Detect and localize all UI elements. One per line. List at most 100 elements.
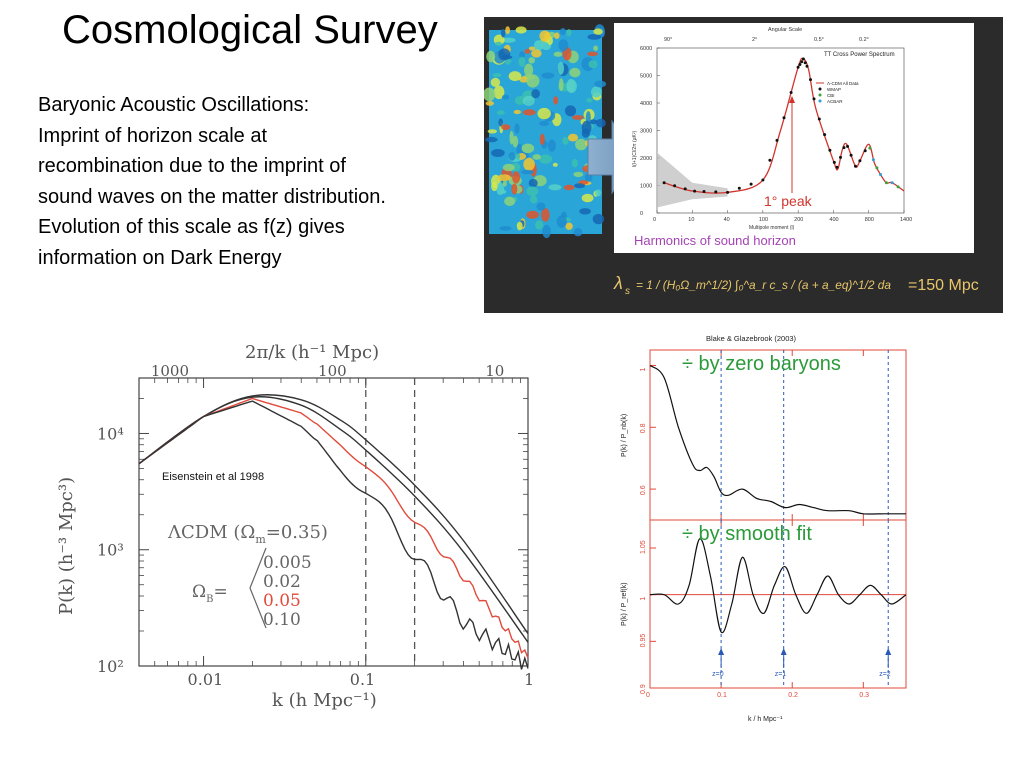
cmb-spot [581,193,594,203]
cmb-legend-swatch [818,99,822,103]
cmb-spot [553,96,559,105]
bao-x-tick-label: 0 [646,692,650,699]
cmb-spot [587,51,598,57]
cmb-data-point [849,153,853,157]
cmb-data-point [693,189,697,193]
cmb-spot [539,154,553,164]
cmb-spot [509,130,514,145]
cmb-spot [567,133,579,142]
cmb-spot [573,171,584,178]
peak-label: 1° peak [764,193,813,209]
cmb-spot [591,86,602,98]
cmb-spot [553,51,563,57]
cmb-spot [566,29,572,37]
cmb-spot [494,41,502,46]
bao-y-tick-label: 0.8 [640,423,647,433]
pk-annotation: Eisenstein et al 1998 [162,471,264,483]
cmb-data-point [879,173,882,176]
cmb-top-tick-label: 90° [664,37,672,43]
cmb-data-point [803,61,807,65]
cmb-spot [536,202,546,211]
formula: λ s = 1 / (H₀Ω_m^1/2) ∫₀^a_r c_s / (a + … [613,273,891,297]
bao-y-tick-label: 1 [640,597,647,601]
cmb-data-point [737,186,741,190]
cmb-spot [565,222,573,230]
chart-title: TT Cross Power Spectrum [824,52,895,58]
cmb-spot [563,184,575,191]
bao-series-line [649,364,906,515]
pk-top-tick-label: 10 [485,362,504,380]
cmb-spot [496,182,505,195]
cmb-spot [531,89,540,99]
pk-xlabel: k (h Mpc⁻¹) [272,690,377,711]
cmb-data-point [673,184,677,188]
cmb-x-tick-label: 100 [759,217,768,223]
paragraph-line: sound waves on the matter distribution. [38,185,386,208]
cmb-spot [530,195,538,204]
cmb-spot [541,72,555,79]
cmb-spot [528,57,535,64]
cmb-spot [522,109,536,116]
cmb-legend-swatch [818,93,822,97]
cmb-spot [496,110,505,115]
pk-y-tick-label: 10³ [97,541,124,560]
bao-marker-arrow-head [718,648,725,655]
cmb-spot [528,46,536,51]
cmb-spot [485,101,494,106]
pk-model-label: ΛCDM (Ωm=0.35) [167,522,328,546]
bao-marker-arrow-head [885,648,892,655]
cmb-data-point [809,78,812,82]
pk-legend-label: 0.005 [263,553,312,573]
cmb-spot [505,26,510,35]
cmb-data-point [714,190,718,194]
cmb-xlabel: Multipole moment (l) [749,225,795,231]
cmb-spot [524,49,531,54]
cmb-spot [487,129,497,134]
bao-xlabel: k / h Mpc⁻¹ [748,716,783,723]
bao-panel-frame [649,519,907,689]
formula-lambda: λ [613,273,623,293]
cmb-spot [513,109,521,115]
cmb-spot [497,174,511,182]
pk-model-label-sub: m [255,533,266,546]
cmb-spot [514,123,520,134]
pk-y-tick-label: 10⁴ [97,424,124,443]
cmb-data-point [798,63,802,66]
top-axis-label: Angular Scale [768,27,802,33]
cmb-x-tick-label: 200 [794,217,803,223]
cmb-data-point [896,185,900,189]
cmb-spot [596,118,606,128]
bao-marker-arrow-head [780,648,787,655]
cmb-spot [593,28,603,35]
cmb-spot [512,171,521,184]
cmb-spot [490,77,501,87]
pk-omega-label: ΩB= [192,582,228,605]
pk-x-tick-label: 0.01 [188,670,224,689]
cmb-model-line [663,57,905,194]
cmb-y-tick-label: 0 [640,211,643,217]
pk-omega-sub: B [206,594,213,605]
pk-omega-main: Ω [192,582,206,602]
cmb-x-tick-label: 1400 [900,217,912,223]
cmb-data-point [800,60,804,64]
cmb-top-tick-label: 0.5° [814,37,824,43]
cmb-spot [512,135,519,148]
cmb-spot [595,189,602,197]
pk-top-tick-label: 100 [318,362,347,380]
power-spectrum-frame [614,23,974,253]
formula-body: = 1 / (H₀Ω_m^1/2) ∫₀^a_r c_s / (a + a_eq… [636,278,891,292]
paragraph-line: Evolution of this scale as f(z) gives [38,216,345,238]
paragraph-line: information on Dark Energy [38,246,282,269]
paragraph-line: Imprint of horizon scale at [38,124,267,147]
cmb-y-tick-label: 5000 [640,74,652,80]
cmb-spot [539,121,550,126]
pk-model-label-tail: =0.35) [266,522,328,543]
cmb-spot [491,181,498,192]
pk-y-tick-label: 10² [97,657,124,676]
cmb-x-tick-label: 40 [724,217,730,223]
cmb-data-point [796,65,800,69]
slide-title: Cosmological Survey [62,8,438,52]
cmb-y-tick-label: 2000 [640,156,652,162]
pk-chart: 2π/k (h⁻¹ Mpc) 1000 100 10 0.01 0.1 1 10² 10³ 1… [56,342,534,711]
cmb-spot [537,107,551,120]
